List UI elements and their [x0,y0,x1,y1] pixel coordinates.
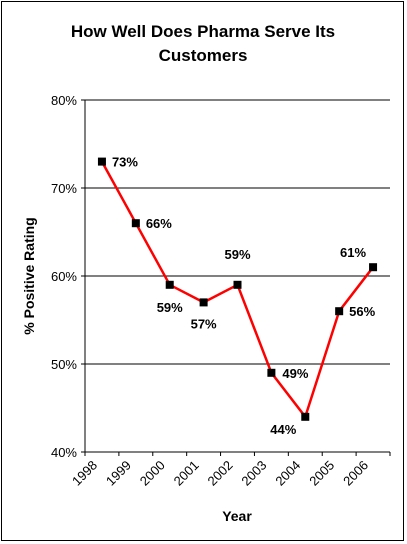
y-tick-label: 80% [51,93,77,108]
gridlines [81,99,391,456]
data-point [131,219,140,228]
data-point [199,298,208,307]
x-tick-label: 2006 [340,458,371,489]
data-label: 61% [340,245,366,260]
data-label: 59% [157,300,183,315]
data-label: 44% [270,422,296,437]
x-tick-label: 2004 [272,458,303,489]
y-tick-label: 40% [51,445,77,460]
chart-title-line-2: Customers [159,46,248,65]
x-tick-label: 1999 [103,458,134,489]
data-point [301,412,310,421]
data-label: 57% [191,316,217,331]
data-point [335,307,344,316]
chart-title-line-1: How Well Does Pharma Serve Its [71,22,335,41]
series-line-path [100,160,375,419]
y-tick-label: 70% [51,181,77,196]
data-point [97,157,106,166]
data-point [233,280,242,289]
data-labels: 73% 66% 59% 57% 59% 49% 44% 56% 61% [112,155,376,437]
data-label: 56% [349,304,375,319]
data-label: 73% [112,155,138,170]
x-axis-label: Year [222,508,252,524]
data-label: 66% [146,216,172,231]
data-label: 59% [224,247,250,262]
data-label: 49% [282,366,308,381]
y-axis-label: % Positive Rating [21,217,37,334]
data-point [165,280,174,289]
data-markers [97,157,378,421]
y-tick-label: 60% [51,269,77,284]
data-point [369,263,378,272]
x-tick-label: 2005 [306,458,337,489]
x-tick-label: 2000 [137,458,168,489]
x-tick-label: 1998 [69,458,100,489]
x-tick-label: 2002 [205,458,236,489]
x-tick-label: 2001 [171,458,202,489]
y-tick-labels: 40% 50% 60% 70% 80% [51,93,77,460]
y-tick-label: 50% [51,357,77,372]
x-tick-labels: 1998 1999 2000 2001 2002 2003 2004 2005 2006 [69,458,371,489]
data-point [267,368,276,377]
x-tick-label: 2003 [238,458,269,489]
series-line [100,160,375,419]
